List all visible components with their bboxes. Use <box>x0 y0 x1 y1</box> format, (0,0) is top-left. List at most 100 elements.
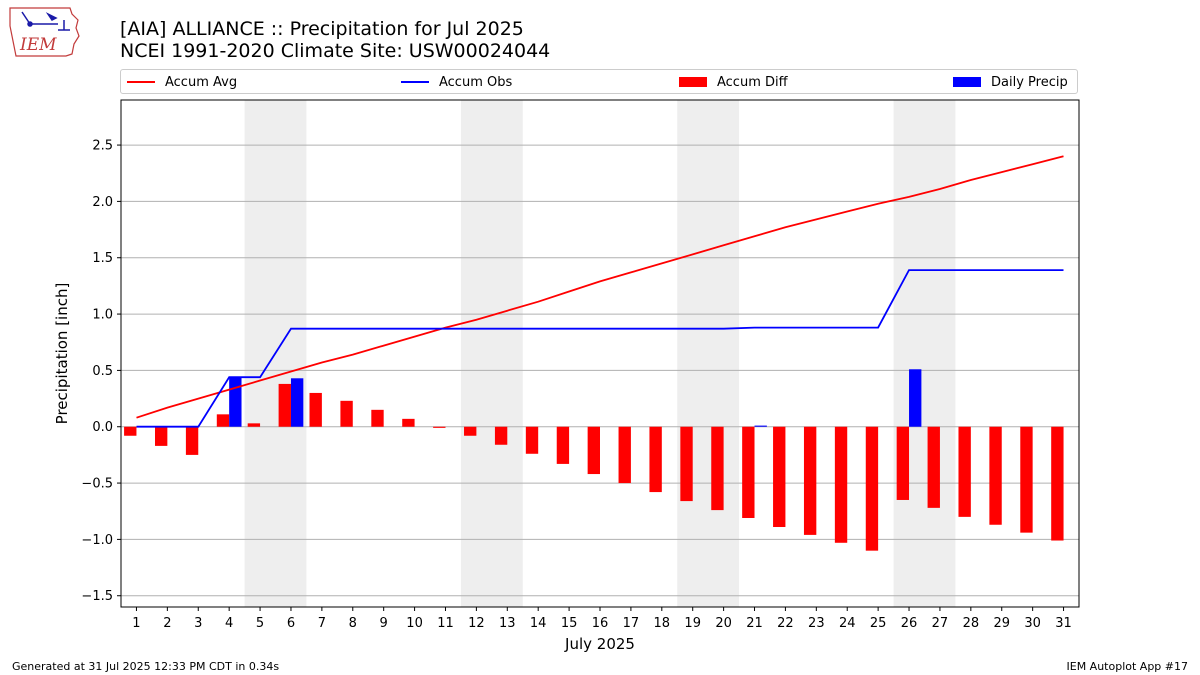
xtick-label-22: 22 <box>777 616 794 631</box>
xtick-label-7: 7 <box>318 616 326 631</box>
chart-subtitle: NCEI 1991-2020 Climate Site: USW00024044 <box>120 40 551 62</box>
accum-diff-bar-14 <box>525 426 539 454</box>
accum-diff-bar-15 <box>556 426 570 464</box>
accum-diff-bar-25 <box>865 426 879 551</box>
ytick-label-1: −1.5 <box>81 589 113 604</box>
xtick-label-23: 23 <box>808 616 825 631</box>
logo-text: IEM <box>19 35 57 55</box>
line-accum-avg <box>136 155 1064 419</box>
daily-precip-bar-6 <box>290 378 304 427</box>
footer-app: IEM Autoplot App #17 <box>1066 660 1189 673</box>
accum-diff-bar-30 <box>1020 426 1033 533</box>
xtick-label-2: 2 <box>163 616 171 631</box>
xtick-label-12: 12 <box>468 616 485 631</box>
xtick-label-1: 1 <box>132 616 140 631</box>
weekend-shade-4 <box>893 100 956 607</box>
xtick-label-26: 26 <box>901 616 918 631</box>
xtick-label-29: 29 <box>993 616 1010 631</box>
legend-item-daily-precip: Daily Precip <box>953 74 1068 90</box>
xtick-label-24: 24 <box>839 616 856 631</box>
accum-diff-bar-11 <box>433 426 446 428</box>
xtick-label-28: 28 <box>963 616 980 631</box>
accum-diff-bar-21 <box>742 426 755 518</box>
accum-diff-bar-23 <box>803 426 817 535</box>
xtick-label-13: 13 <box>499 616 516 631</box>
legend-label-accum-avg: Accum Avg <box>165 74 238 90</box>
xtick-label-27: 27 <box>932 616 949 631</box>
xtick-label-21: 21 <box>746 616 763 631</box>
accum-diff-bar-8 <box>340 400 353 427</box>
legend-item-accum-diff: Accum Diff <box>679 74 788 90</box>
footer-generated: Generated at 31 Jul 2025 12:33 PM CDT in… <box>12 660 280 673</box>
legend-label-daily-precip: Daily Precip <box>991 74 1068 90</box>
accum-diff-bar-7 <box>309 392 322 427</box>
legend-swatch-accum-obs <box>401 81 429 83</box>
xtick-label-18: 18 <box>654 616 671 631</box>
accum-diff-bar-29 <box>989 426 1002 525</box>
accum-diff-bar-16 <box>587 426 600 475</box>
xtick-label-30: 30 <box>1024 616 1041 631</box>
ytick-label-4: 0.0 <box>92 420 113 435</box>
legend: Accum Avg Accum Obs Accum Diff Daily Pre… <box>120 69 1078 94</box>
ytick-label-3: −0.5 <box>81 477 113 492</box>
accum-diff-bar-17 <box>618 426 631 484</box>
accum-diff-bar-9 <box>371 409 384 427</box>
legend-item-accum-obs: Accum Obs <box>401 74 512 90</box>
accum-diff-bar-27 <box>927 426 940 508</box>
xtick-label-10: 10 <box>406 616 423 631</box>
y-axis-ticks: −1.5 −1.0 −0.5 0.0 0.5 1.0 1.5 2.0 2.5 <box>81 139 121 604</box>
accum-diff-bar-12 <box>464 426 477 436</box>
legend-swatch-daily-precip <box>953 77 981 87</box>
accum-diff-bar-1 <box>124 426 137 436</box>
accum-diff-bar-31 <box>1051 426 1064 541</box>
accum-diff-bar-28 <box>958 426 971 517</box>
weekend-shade-3 <box>677 100 740 607</box>
accum-diff-bar-24 <box>834 426 848 543</box>
xtick-label-19: 19 <box>684 616 701 631</box>
bars <box>124 369 1064 551</box>
accum-diff-bar-26 <box>896 426 910 500</box>
xtick-label-8: 8 <box>349 616 357 631</box>
xtick-label-25: 25 <box>870 616 887 631</box>
xtick-label-14: 14 <box>530 616 547 631</box>
xtick-label-16: 16 <box>592 616 609 631</box>
x-axis-label: July 2025 <box>564 635 635 653</box>
ytick-label-2: −1.0 <box>81 533 113 548</box>
accum-diff-bar-19 <box>680 426 693 502</box>
daily-precip-bar-21 <box>754 425 767 427</box>
accum-diff-bar-18 <box>649 426 662 493</box>
ytick-label-6: 1.0 <box>92 308 113 323</box>
legend-label-accum-obs: Accum Obs <box>439 74 513 90</box>
legend-item-accum-avg: Accum Avg <box>127 74 237 90</box>
daily-precip-bar-4 <box>229 377 242 427</box>
weekend-shading <box>244 100 956 607</box>
accum-diff-bar-2 <box>154 426 168 446</box>
y-axis-label: Precipitation [inch] <box>53 283 71 425</box>
accum-diff-bar-3 <box>185 426 199 455</box>
accum-diff-bar-22 <box>773 426 786 528</box>
accum-diff-bar-13 <box>494 426 508 445</box>
legend-swatch-accum-avg <box>127 81 155 83</box>
ytick-label-8: 2.0 <box>92 195 113 210</box>
ytick-label-9: 2.5 <box>92 139 113 154</box>
daily-precip-bar-26 <box>909 369 922 427</box>
accum-diff-bar-20 <box>711 426 724 511</box>
legend-swatch-accum-diff <box>679 77 707 87</box>
weather-instrument-icon <box>21 11 70 31</box>
weekend-shade-2 <box>460 100 523 607</box>
xtick-label-15: 15 <box>561 616 578 631</box>
x-axis-ticks: 1 2 3 4 5 6 7 8 9 10 11 12 13 14 15 16 17 18 19 20 21 22 23 24 2… <box>132 607 1072 631</box>
lines <box>136 155 1064 428</box>
iem-logo: IEM <box>9 7 80 57</box>
accum-diff-bar-6 <box>278 383 291 427</box>
iowa-outline-icon <box>9 7 80 57</box>
xtick-label-17: 17 <box>623 616 640 631</box>
xtick-label-9: 9 <box>380 616 388 631</box>
xtick-label-11: 11 <box>437 616 454 631</box>
accum-diff-bar-5 <box>247 423 261 427</box>
accum-diff-bar-10 <box>402 418 415 427</box>
xtick-label-6: 6 <box>287 616 295 631</box>
legend-label-accum-diff: Accum Diff <box>717 74 788 90</box>
line-accum-obs <box>136 269 1064 428</box>
